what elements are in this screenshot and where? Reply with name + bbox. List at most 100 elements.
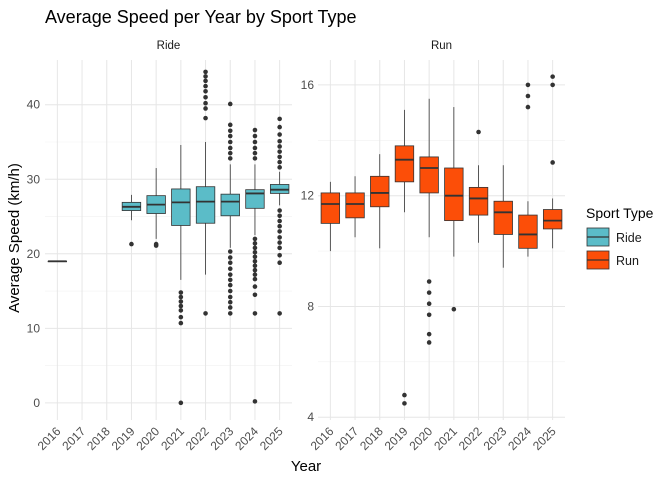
box-body <box>370 175 390 208</box>
outlier-point <box>426 301 432 306</box>
box-run-2024 <box>518 82 538 257</box>
x-axis-title: Year <box>291 458 321 475</box>
x-tick-label: 2020 <box>133 424 162 453</box>
box-body <box>195 186 216 224</box>
outlier-point <box>227 122 233 128</box>
outlier-point <box>277 138 282 144</box>
outlier-point <box>277 223 282 229</box>
x-tick-label: 2019 <box>109 424 138 453</box>
outlier-point <box>203 100 208 106</box>
outlier-point <box>277 235 282 240</box>
outlier-point <box>277 260 282 266</box>
outlier-point <box>426 331 432 337</box>
x-tick-label: 2020 <box>406 424 435 453</box>
facet-strip-label: Run <box>431 40 452 52</box>
box-ride-2025 <box>269 116 290 316</box>
outlier-point <box>252 145 258 151</box>
box-body <box>245 189 265 209</box>
outlier-point <box>227 288 233 294</box>
outlier-point <box>252 156 258 161</box>
outlier-point <box>178 400 184 406</box>
outlier-point <box>227 150 233 156</box>
outlier-point <box>277 165 282 170</box>
outlier-point <box>277 240 282 245</box>
outlier-point <box>227 156 233 161</box>
outlier-point <box>227 266 233 271</box>
outlier-point <box>252 150 258 156</box>
outlier-point <box>426 290 432 295</box>
outlier-point <box>277 132 282 137</box>
y-tick-label: 12 <box>301 189 315 203</box>
outlier-point <box>550 74 555 79</box>
outlier-point <box>252 127 258 133</box>
box-body <box>444 167 464 222</box>
outlier-point <box>227 260 233 266</box>
x-tick-label: 2024 <box>232 424 261 453</box>
outlier-point <box>426 312 432 318</box>
box-run-2020 <box>419 98 439 345</box>
x-tick-label: 2022 <box>183 424 212 453</box>
outlier-point <box>203 69 208 75</box>
y-tick-label: 30 <box>27 172 41 186</box>
outlier-point <box>252 292 258 298</box>
y-tick-label: 40 <box>27 98 41 112</box>
outlier-point <box>252 249 258 255</box>
box-body <box>220 193 240 217</box>
outlier-point <box>227 282 233 288</box>
outlier-point <box>203 115 208 121</box>
outlier-point <box>277 252 282 258</box>
y-axis-title: Average Speed (km/h) <box>6 163 23 313</box>
legend: Sport Type Ride Run <box>586 205 654 270</box>
outlier-point <box>178 299 184 304</box>
y-tick-label: 10 <box>27 321 41 335</box>
outlier-point <box>227 272 233 277</box>
box-ride-2020 <box>146 168 166 248</box>
x-tick-label: 2025 <box>257 424 286 453</box>
outlier-point <box>203 106 208 111</box>
box-run-2016 <box>320 181 341 252</box>
x-tick-label: 2017 <box>332 424 361 453</box>
outlier-point <box>227 249 233 254</box>
y-tick-label: 16 <box>301 78 315 92</box>
box-ride-2022 <box>195 69 216 316</box>
box-run-2018 <box>370 154 390 249</box>
outlier-point <box>203 89 208 94</box>
outlier-point <box>277 124 282 130</box>
x-tick-label: 2024 <box>505 424 534 453</box>
outlier-point <box>277 154 282 160</box>
outlier-point <box>252 258 258 264</box>
outlier-point <box>525 82 531 88</box>
x-tick-label: 2022 <box>456 424 485 453</box>
outlier-point <box>178 294 184 300</box>
outlier-point <box>178 320 184 326</box>
outlier-point <box>252 311 258 316</box>
outlier-point <box>252 245 258 251</box>
outlier-point <box>252 263 258 269</box>
outlier-point <box>153 241 159 247</box>
outlier-point <box>227 305 233 310</box>
outlier-point <box>252 272 258 277</box>
facet-strip-label: Ride <box>157 40 181 52</box>
box-body <box>394 145 415 183</box>
x-tick-label: 2019 <box>382 424 411 453</box>
outlier-point <box>277 149 282 154</box>
outlier-point <box>550 82 555 88</box>
outlier-point <box>252 254 258 260</box>
outlier-point <box>426 340 432 345</box>
outlier-point <box>252 236 258 242</box>
legend-label-ride: Ride <box>616 231 642 245</box>
outlier-point <box>252 399 258 404</box>
box-ride-2019 <box>121 194 142 247</box>
box-body <box>419 156 439 194</box>
outlier-point <box>178 314 184 320</box>
x-tick-label: 2016 <box>35 424 64 453</box>
outlier-point <box>227 139 233 145</box>
x-tick-label: 2023 <box>481 424 510 453</box>
outlier-point <box>277 229 282 234</box>
chart-title: Average Speed per Year by Sport Type <box>45 7 357 27</box>
outlier-point <box>277 245 282 251</box>
outlier-point <box>203 74 208 79</box>
box-ride-2023 <box>220 101 240 316</box>
y-tick-label: 8 <box>307 299 314 313</box>
legend-label-run: Run <box>616 254 639 268</box>
